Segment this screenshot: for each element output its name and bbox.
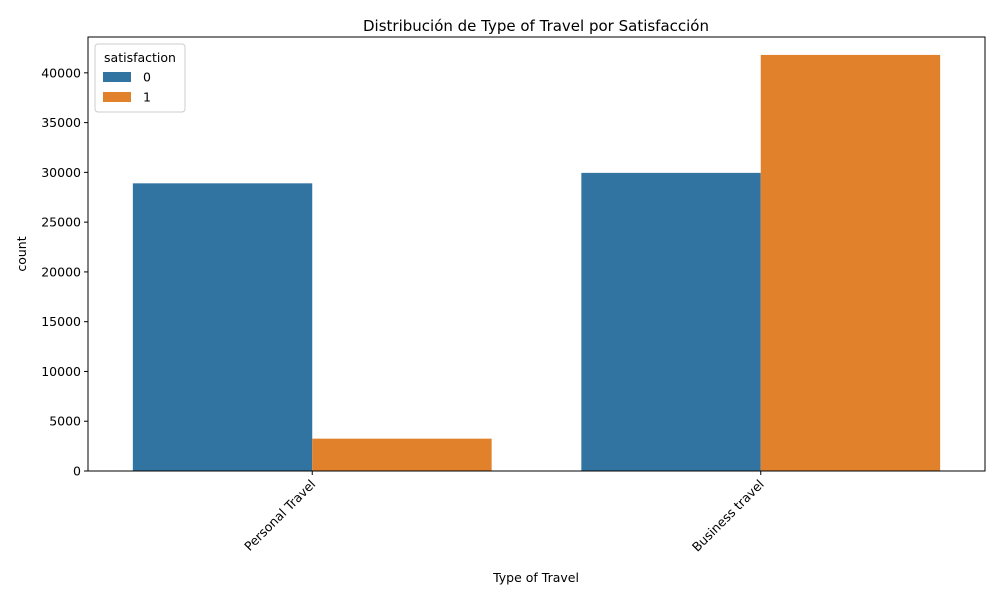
- y-tick-label: 20000: [41, 264, 81, 279]
- legend-title: satisfaction: [104, 50, 176, 65]
- y-axis-label: count: [14, 236, 29, 271]
- y-tick-label: 15000: [41, 314, 81, 329]
- chart-title: Distribución de Type of Travel por Satis…: [363, 17, 709, 35]
- y-tick-label: 5000: [49, 414, 81, 429]
- plot-frame: [87, 36, 986, 472]
- legend-swatch-1: [103, 92, 131, 102]
- x-tick-label: Business travel: [689, 477, 767, 555]
- bars-group: [132, 54, 941, 472]
- x-axis: Personal Travel Business travel: [241, 471, 767, 555]
- y-tick-label: 35000: [41, 115, 81, 130]
- y-tick-label: 10000: [41, 364, 81, 379]
- legend-items: 01: [103, 70, 151, 105]
- y-tick-label: 30000: [41, 165, 81, 180]
- x-axis-label: Type of Travel: [492, 570, 579, 585]
- bar-personal-travel-satisfaction-0: [132, 183, 313, 471]
- legend[interactable]: satisfaction 01: [94, 43, 186, 113]
- y-axis: 0 5000 10000 15000 20000 25000 30000 35000 40000: [41, 65, 88, 479]
- bar-business-travel-satisfaction-1: [760, 54, 941, 472]
- bar-business-travel-satisfaction-0: [581, 172, 761, 472]
- legend-swatch-0: [103, 72, 131, 82]
- legend-label-1: 1: [143, 90, 151, 105]
- legend-label-0: 0: [143, 70, 151, 85]
- bar-personal-travel-satisfaction-1: [312, 438, 492, 471]
- y-tick-label: 0: [73, 464, 81, 479]
- y-tick-label: 25000: [41, 215, 81, 230]
- x-tick-label: Personal Travel: [241, 477, 318, 554]
- y-tick-label: 40000: [41, 65, 81, 80]
